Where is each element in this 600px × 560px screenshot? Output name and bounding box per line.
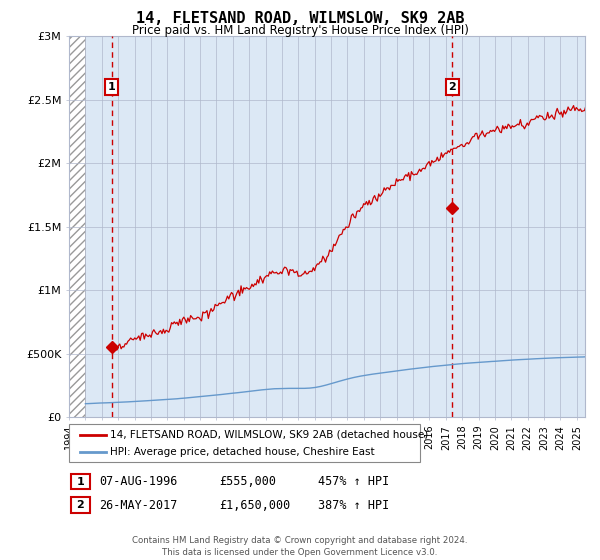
Text: HPI: Average price, detached house, Cheshire East: HPI: Average price, detached house, Ches… — [110, 447, 374, 458]
Text: Price paid vs. HM Land Registry's House Price Index (HPI): Price paid vs. HM Land Registry's House … — [131, 24, 469, 37]
Text: Contains HM Land Registry data © Crown copyright and database right 2024.
This d: Contains HM Land Registry data © Crown c… — [132, 536, 468, 557]
Text: £1,650,000: £1,650,000 — [219, 498, 290, 512]
Text: 26-MAY-2017: 26-MAY-2017 — [99, 498, 178, 512]
Text: 14, FLETSAND ROAD, WILMSLOW, SK9 2AB (detached house): 14, FLETSAND ROAD, WILMSLOW, SK9 2AB (de… — [110, 430, 428, 440]
Text: 07-AUG-1996: 07-AUG-1996 — [99, 475, 178, 488]
Bar — [69, 36, 85, 417]
Text: 2: 2 — [448, 82, 456, 92]
Text: 2: 2 — [77, 500, 84, 510]
Text: 14, FLETSAND ROAD, WILMSLOW, SK9 2AB: 14, FLETSAND ROAD, WILMSLOW, SK9 2AB — [136, 11, 464, 26]
Text: £555,000: £555,000 — [219, 475, 276, 488]
Text: 1: 1 — [108, 82, 115, 92]
Text: 457% ↑ HPI: 457% ↑ HPI — [318, 475, 389, 488]
Text: 387% ↑ HPI: 387% ↑ HPI — [318, 498, 389, 512]
Text: 1: 1 — [77, 477, 84, 487]
